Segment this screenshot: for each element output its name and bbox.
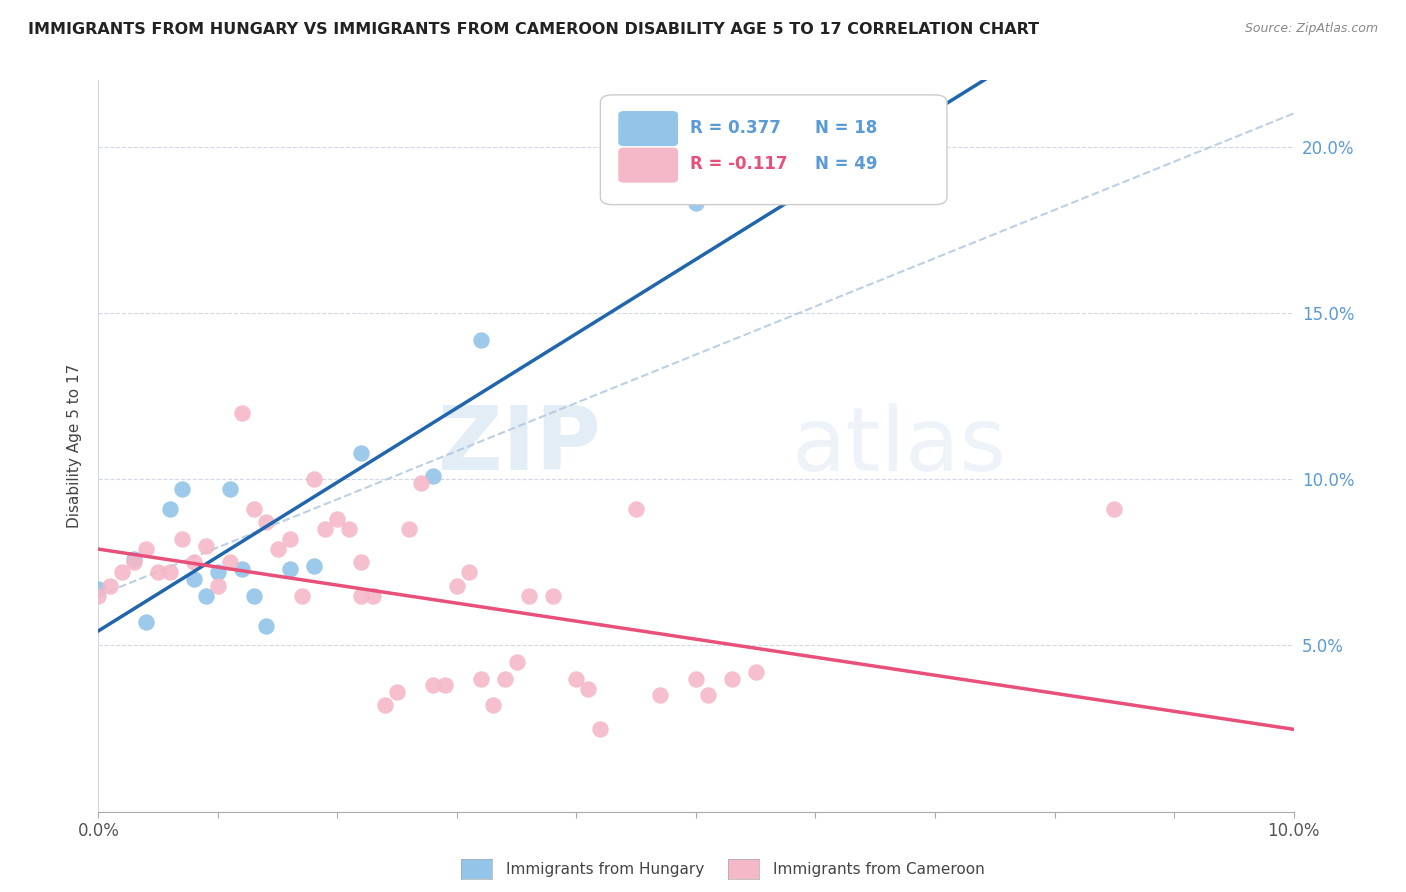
- Point: [411, 475, 433, 490]
- Point: [87, 589, 110, 603]
- Text: Immigrants from Cameroon: Immigrants from Cameroon: [773, 863, 986, 877]
- Point: [195, 539, 218, 553]
- FancyBboxPatch shape: [619, 111, 678, 146]
- Point: [124, 555, 146, 569]
- Point: [350, 445, 373, 459]
- Point: [111, 566, 134, 580]
- Point: [363, 589, 385, 603]
- Point: [135, 615, 157, 630]
- Point: [315, 522, 337, 536]
- Point: [278, 532, 301, 546]
- Text: Source: ZipAtlas.com: Source: ZipAtlas.com: [1244, 22, 1378, 36]
- FancyBboxPatch shape: [600, 95, 948, 204]
- Point: [374, 698, 396, 713]
- Point: [721, 672, 744, 686]
- Text: Immigrants from Hungary: Immigrants from Hungary: [506, 863, 704, 877]
- Point: [470, 333, 492, 347]
- Point: [626, 502, 648, 516]
- Point: [243, 589, 266, 603]
- Point: [135, 542, 157, 557]
- Point: [434, 678, 457, 692]
- Point: [100, 579, 122, 593]
- Point: [685, 672, 707, 686]
- Point: [124, 552, 146, 566]
- Point: [183, 572, 205, 586]
- Point: [278, 562, 301, 576]
- Point: [231, 406, 253, 420]
- Point: [326, 512, 349, 526]
- FancyBboxPatch shape: [619, 147, 678, 183]
- Point: [148, 566, 170, 580]
- Point: [350, 589, 373, 603]
- Point: [650, 689, 672, 703]
- Point: [517, 589, 540, 603]
- Y-axis label: Disability Age 5 to 17: Disability Age 5 to 17: [67, 364, 83, 528]
- Text: R = 0.377: R = 0.377: [690, 119, 780, 136]
- Point: [385, 685, 409, 699]
- Point: [1104, 502, 1126, 516]
- Point: [231, 562, 253, 576]
- Point: [172, 532, 194, 546]
- Point: [87, 582, 110, 596]
- Point: [254, 516, 277, 530]
- Text: atlas: atlas: [792, 402, 1007, 490]
- Point: [422, 678, 444, 692]
- Text: ZIP: ZIP: [437, 402, 600, 490]
- Point: [470, 672, 492, 686]
- Point: [745, 665, 768, 679]
- Point: [302, 472, 325, 486]
- Point: [446, 579, 468, 593]
- Point: [219, 555, 242, 569]
- Text: N = 18: N = 18: [815, 119, 877, 136]
- Point: [458, 566, 481, 580]
- Point: [339, 522, 360, 536]
- Point: [254, 618, 277, 632]
- Text: IMMIGRANTS FROM HUNGARY VS IMMIGRANTS FROM CAMEROON DISABILITY AGE 5 TO 17 CORRE: IMMIGRANTS FROM HUNGARY VS IMMIGRANTS FR…: [28, 22, 1039, 37]
- Point: [267, 542, 290, 557]
- Point: [350, 555, 373, 569]
- Point: [183, 555, 205, 569]
- Point: [565, 672, 588, 686]
- Point: [578, 681, 600, 696]
- Point: [506, 655, 529, 669]
- Point: [697, 689, 720, 703]
- Point: [541, 589, 564, 603]
- Text: N = 49: N = 49: [815, 155, 877, 173]
- Point: [291, 589, 314, 603]
- Point: [172, 482, 194, 496]
- Point: [481, 698, 505, 713]
- Point: [159, 502, 181, 516]
- Point: [422, 469, 444, 483]
- Point: [219, 482, 242, 496]
- Point: [685, 196, 707, 211]
- Point: [302, 558, 325, 573]
- Point: [494, 672, 516, 686]
- Point: [243, 502, 266, 516]
- Point: [195, 589, 218, 603]
- Text: R = -0.117: R = -0.117: [690, 155, 787, 173]
- Point: [398, 522, 420, 536]
- Point: [207, 566, 229, 580]
- Point: [207, 579, 229, 593]
- Point: [589, 722, 612, 736]
- Point: [159, 566, 181, 580]
